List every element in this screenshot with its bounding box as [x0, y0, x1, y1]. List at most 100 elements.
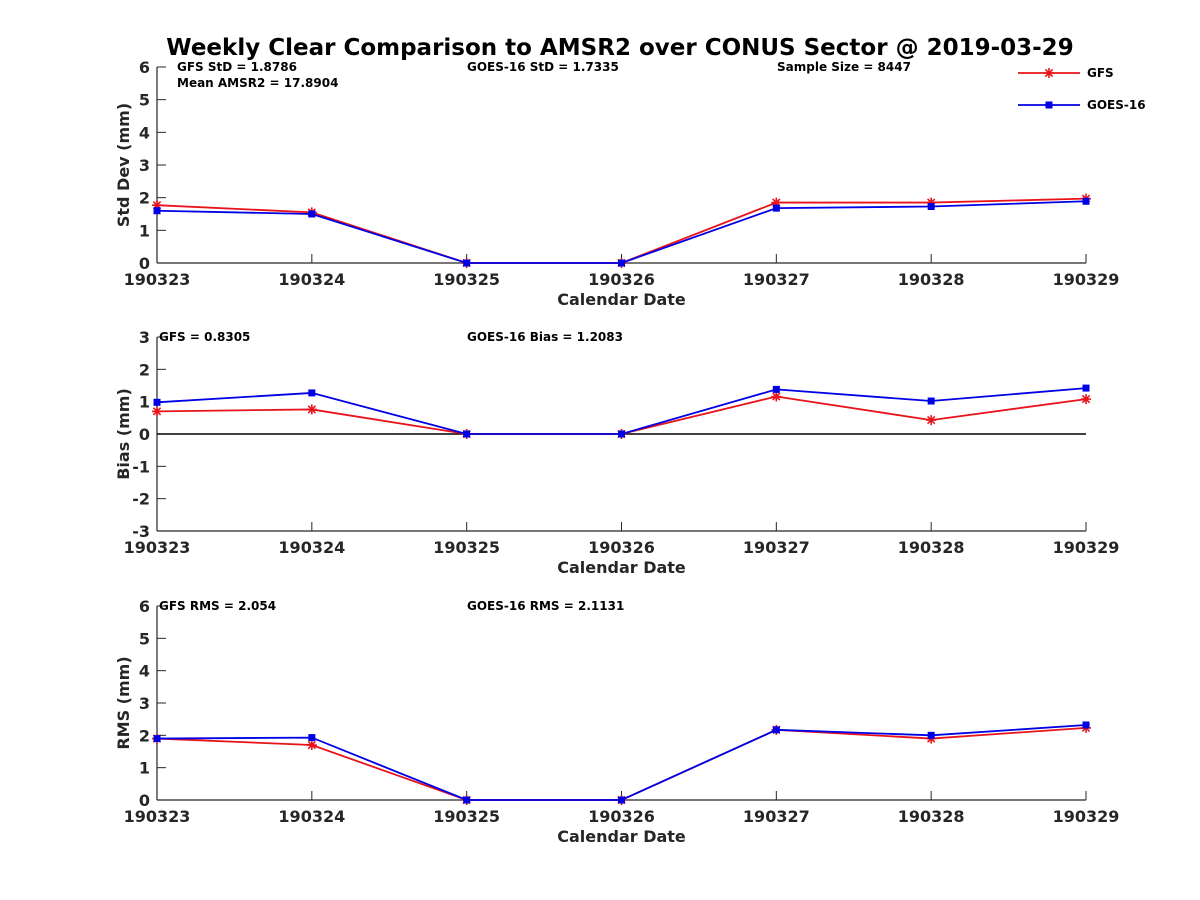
- y-tick-label: -3: [132, 522, 150, 541]
- legend-star-marker: [1044, 68, 1054, 78]
- y-tick-label: -1: [132, 457, 150, 476]
- legend-label: GOES-16: [1087, 98, 1146, 112]
- gfs-point: [306, 404, 317, 415]
- goes16-point: [618, 796, 625, 804]
- goes16-point: [153, 207, 161, 215]
- y-tick-label: -2: [132, 490, 150, 509]
- goes16-point: [463, 259, 471, 267]
- x-tick-label: 190328: [898, 270, 965, 289]
- goes16-point: [463, 430, 471, 438]
- gfs-point: [771, 391, 782, 402]
- stat-annotation: GFS RMS = 2.054: [159, 599, 276, 613]
- x-tick-label: 190323: [124, 538, 191, 557]
- stat-annotation: Sample Size = 8447: [777, 60, 911, 74]
- gfs-point: [1081, 394, 1091, 405]
- x-tick-label: 190324: [278, 538, 345, 557]
- gfs-point: [152, 406, 162, 417]
- goes16-point: [1082, 384, 1090, 392]
- x-tick-label: 190325: [433, 538, 500, 557]
- y-tick-label: 2: [139, 189, 150, 208]
- legend-item: GFS: [1018, 66, 1114, 80]
- stat-annotation: GOES-16 Bias = 1.2083: [467, 330, 623, 344]
- x-tick-label: 190324: [278, 270, 345, 289]
- x-tick-label: 190327: [743, 807, 810, 826]
- y-tick-label: 0: [139, 254, 150, 273]
- series-line-goes-16: [156, 387, 1087, 435]
- goes16-point: [927, 397, 935, 405]
- x-tick-label: 190329: [1053, 270, 1120, 289]
- y-tick-label: 0: [139, 791, 150, 810]
- goes16-point: [1082, 721, 1090, 729]
- y-tick-label: 3: [139, 156, 150, 175]
- goes16-point: [308, 734, 316, 742]
- goes16-point: [463, 796, 471, 804]
- x-tick-label: 190327: [743, 538, 810, 557]
- x-tick-label: 190326: [588, 807, 655, 826]
- x-tick-label: 190328: [898, 807, 965, 826]
- series-line-gfs: [156, 197, 1087, 264]
- x-tick-label: 190324: [278, 807, 345, 826]
- goes16-point: [153, 735, 161, 743]
- goes16-point: [772, 204, 780, 212]
- x-tick-label: 190329: [1053, 538, 1120, 557]
- goes16-point: [308, 389, 316, 397]
- y-tick-label: 4: [139, 662, 150, 681]
- y-tick-label: 2: [139, 726, 150, 745]
- gfs-point: [926, 197, 937, 208]
- panels: 0 1 2 3 4 5 6 190323 190324 190325 190326 190327 190…: [114, 58, 1119, 846]
- y-tick-label: 2: [139, 360, 150, 379]
- stat-annotation: GOES-16 RMS = 2.1131: [467, 599, 624, 613]
- y-tick-label: 3: [139, 694, 150, 713]
- y-tick-label: 5: [139, 629, 150, 648]
- gfs-point: [926, 415, 937, 426]
- x-tick-label: 190323: [124, 807, 191, 826]
- x-tick-label: 190326: [588, 538, 655, 557]
- y-tick-label: 1: [139, 393, 150, 412]
- legend-label: GFS: [1087, 66, 1114, 80]
- chart-title: Weekly Clear Comparison to AMSR2 over CO…: [166, 35, 1073, 61]
- y-tick-label: 3: [139, 328, 150, 347]
- goes16-point: [153, 398, 161, 406]
- goes16-point: [1082, 197, 1090, 205]
- legend: GFS GOES-16: [1018, 66, 1146, 112]
- goes16-point: [927, 202, 935, 210]
- x-axis-label: Calendar Date: [557, 290, 686, 309]
- legend-item: GOES-16: [1018, 98, 1146, 112]
- series-line-gfs: [156, 395, 1087, 435]
- x-tick-label: 190325: [433, 270, 500, 289]
- gfs-point: [771, 197, 782, 208]
- y-axis-label: Std Dev (mm): [114, 103, 133, 227]
- stat-annotation: GFS StD = 1.8786: [177, 60, 297, 74]
- x-tick-label: 190328: [898, 538, 965, 557]
- y-tick-label: 0: [139, 425, 150, 444]
- x-tick-label: 190327: [743, 270, 810, 289]
- goes16-point: [772, 385, 780, 393]
- goes16-point: [618, 259, 625, 267]
- gfs-point: [152, 200, 162, 211]
- goes16-point: [772, 726, 780, 734]
- y-axis-label: RMS (mm): [114, 656, 133, 749]
- x-tick-label: 190329: [1053, 807, 1120, 826]
- stat-annotation: GOES-16 StD = 1.7335: [467, 60, 619, 74]
- y-tick-label: 6: [139, 58, 150, 77]
- goes16-point: [308, 210, 316, 218]
- goes16-point: [927, 731, 935, 739]
- goes16-point: [618, 430, 625, 438]
- chart-panel-1: 0 1 2 3 4 5 6 190323 190324 190325 190326 190327 190…: [114, 58, 1119, 309]
- x-tick-label: 190325: [433, 807, 500, 826]
- stat-annotation: GFS = 0.8305: [159, 330, 250, 344]
- chart-panel-2: -3 -2 -1 0 1 2 3 190323 190324 190325 190326 190327…: [114, 328, 1119, 577]
- x-tick-label: 190326: [588, 270, 655, 289]
- series-line-goes-16: [156, 200, 1087, 264]
- y-tick-label: 4: [139, 123, 150, 142]
- gfs-point: [306, 740, 317, 751]
- legend-square-marker: [1045, 101, 1053, 109]
- chart-panel-3: 0 1 2 3 4 5 6 190323 190324 190325 190326 190327 190…: [114, 597, 1119, 846]
- y-tick-label: 1: [139, 221, 150, 240]
- x-axis-label: Calendar Date: [557, 827, 686, 846]
- y-tick-label: 6: [139, 597, 150, 616]
- y-tick-label: 5: [139, 91, 150, 110]
- y-axis-label: Bias (mm): [114, 388, 133, 480]
- series-line-goes-16: [156, 724, 1087, 801]
